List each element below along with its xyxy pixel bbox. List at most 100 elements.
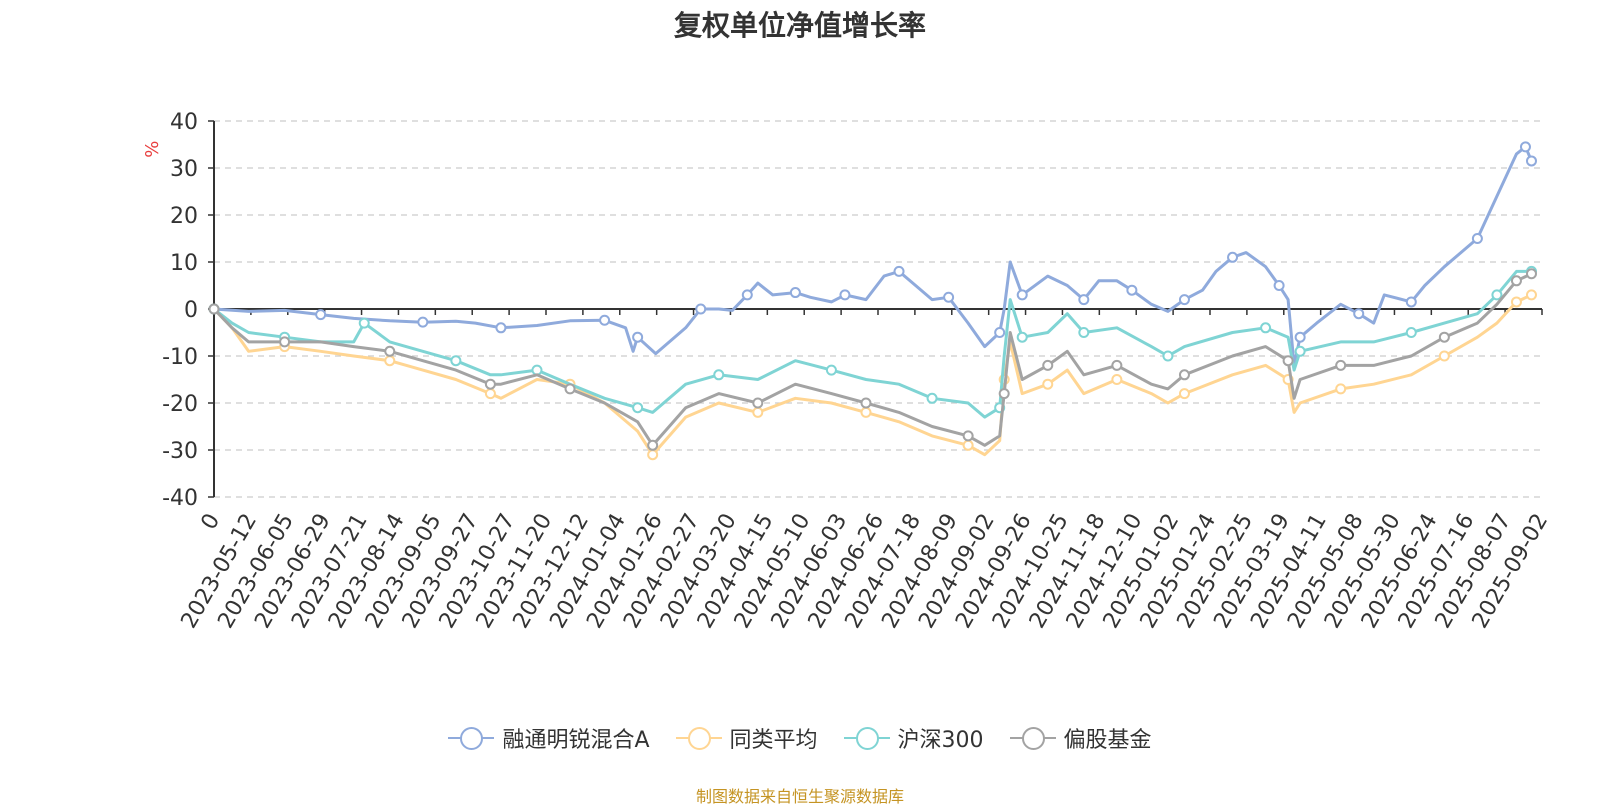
legend-item-0[interactable]: 融通明锐混合A bbox=[448, 722, 650, 754]
y-tick-label: 0 bbox=[184, 298, 198, 323]
data-point bbox=[647, 449, 659, 461]
legend-line-circle-icon bbox=[843, 726, 890, 750]
data-point bbox=[1471, 233, 1483, 244]
data-point bbox=[1178, 369, 1190, 381]
data-point bbox=[647, 439, 659, 451]
data-point bbox=[1273, 280, 1285, 291]
legend-item-3[interactable]: 偏股基金 bbox=[1009, 722, 1152, 754]
data-point bbox=[713, 369, 725, 381]
legend: 融通明锐混合A 同类平均 沪深300 偏股基金 bbox=[0, 722, 1600, 754]
data-point bbox=[1519, 141, 1531, 153]
source-note: 制图数据来自恒生聚源数据库 bbox=[695, 787, 904, 806]
data-point bbox=[358, 317, 370, 329]
data-point bbox=[741, 289, 753, 301]
data-point bbox=[450, 355, 462, 367]
data-point bbox=[1042, 378, 1054, 390]
data-point bbox=[1078, 327, 1090, 338]
data-point bbox=[1525, 289, 1537, 301]
data-point bbox=[695, 303, 707, 315]
data-point bbox=[1178, 294, 1190, 306]
y-tick-label: 30 bbox=[170, 157, 198, 182]
data-point bbox=[1178, 388, 1190, 400]
data-point bbox=[564, 383, 576, 395]
data-point bbox=[1294, 331, 1306, 343]
legend-label: 沪深300 bbox=[897, 728, 984, 753]
data-point bbox=[279, 336, 291, 348]
data-point bbox=[495, 322, 507, 334]
data-point bbox=[531, 364, 543, 376]
y-tick-label: -20 bbox=[162, 392, 198, 417]
tick-labels: -40-30-20-10010203040%02023-05-122023-06… bbox=[142, 110, 1553, 633]
data-point bbox=[893, 265, 905, 277]
data-point bbox=[1510, 296, 1522, 308]
data-point bbox=[994, 327, 1006, 338]
series-line-2 bbox=[213, 269, 1532, 419]
series-line-1 bbox=[212, 293, 1533, 457]
data-point bbox=[1078, 294, 1090, 306]
data-point bbox=[632, 402, 644, 414]
data-point bbox=[1111, 374, 1123, 385]
data-point bbox=[1042, 359, 1054, 371]
y-axis-label: % bbox=[142, 141, 163, 158]
legend-label: 同类平均 bbox=[729, 728, 818, 753]
y-tick-label: -30 bbox=[162, 439, 198, 464]
data-point bbox=[789, 287, 801, 299]
x-tick-label: 0 bbox=[197, 510, 226, 535]
series-lines bbox=[208, 141, 1537, 461]
axes bbox=[208, 120, 1543, 498]
data-point bbox=[1335, 383, 1347, 395]
data-point bbox=[1227, 251, 1239, 263]
data-point bbox=[384, 345, 396, 357]
data-point bbox=[1016, 289, 1028, 301]
y-tick-label: 40 bbox=[170, 110, 198, 135]
data-point bbox=[1405, 296, 1417, 308]
data-point bbox=[1282, 355, 1294, 367]
legend-label: 融通明锐混合A bbox=[502, 728, 650, 753]
data-point bbox=[926, 392, 938, 404]
y-tick-label: -10 bbox=[162, 345, 198, 370]
data-point bbox=[208, 303, 220, 315]
data-point bbox=[1438, 331, 1450, 343]
data-point bbox=[825, 364, 837, 376]
data-point bbox=[1525, 268, 1537, 280]
y-tick-label: 10 bbox=[170, 251, 198, 276]
data-point bbox=[752, 406, 764, 418]
data-point bbox=[943, 291, 955, 303]
legend-item-1[interactable]: 同类平均 bbox=[675, 722, 818, 754]
legend-line-circle-icon bbox=[675, 726, 722, 750]
data-point bbox=[484, 378, 496, 390]
legend-item-2[interactable]: 沪深300 bbox=[843, 722, 984, 754]
data-point bbox=[1016, 331, 1028, 343]
data-point bbox=[839, 289, 851, 301]
data-point bbox=[1162, 350, 1174, 362]
data-point bbox=[962, 430, 974, 442]
data-point bbox=[1111, 359, 1123, 371]
chart-title: 复权单位净值增长率 bbox=[673, 9, 926, 42]
data-point bbox=[1353, 308, 1365, 320]
legend-label: 偏股基金 bbox=[1063, 728, 1152, 753]
series-line-0 bbox=[213, 145, 1533, 367]
y-tick-label: -40 bbox=[162, 486, 198, 511]
data-point bbox=[1260, 322, 1272, 334]
legend-line-circle-icon bbox=[448, 726, 495, 750]
data-point bbox=[860, 397, 872, 409]
data-point bbox=[1335, 359, 1347, 371]
data-point bbox=[484, 388, 496, 400]
data-point bbox=[632, 331, 644, 343]
data-point bbox=[962, 439, 974, 451]
data-point bbox=[860, 406, 872, 418]
data-point bbox=[315, 309, 327, 321]
y-tick-label: 20 bbox=[170, 204, 198, 229]
series-line-3 bbox=[212, 272, 1533, 447]
legend-line-circle-icon bbox=[1009, 726, 1056, 750]
data-point bbox=[417, 316, 429, 328]
data-point bbox=[1294, 345, 1306, 357]
data-point bbox=[1438, 350, 1450, 362]
data-point bbox=[1491, 289, 1503, 301]
data-point bbox=[384, 355, 396, 367]
data-point bbox=[1126, 284, 1138, 296]
data-point bbox=[998, 388, 1010, 400]
data-point bbox=[752, 397, 764, 409]
data-point bbox=[1405, 327, 1417, 338]
